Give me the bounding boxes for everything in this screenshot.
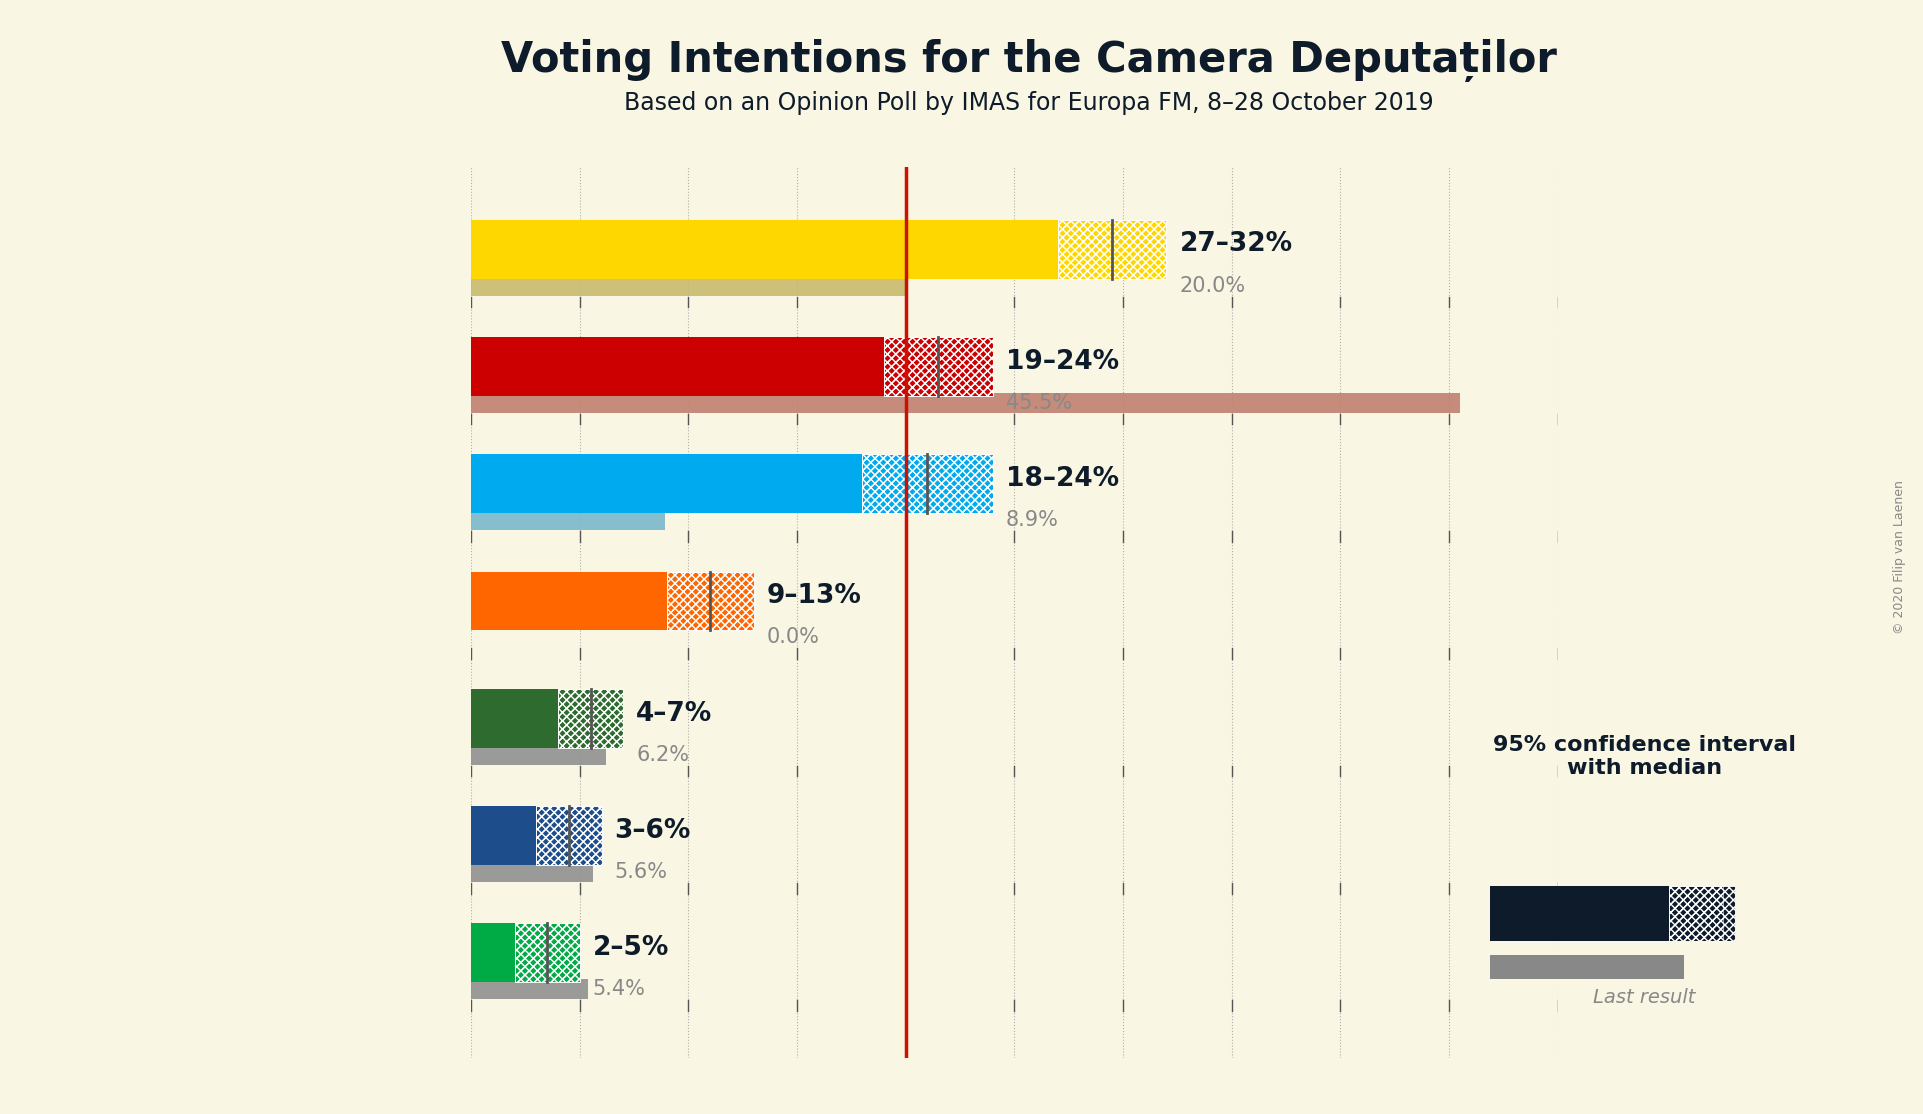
Bar (1490, 955, 1685, 979)
Text: 27–32%: 27–32% (1179, 232, 1292, 257)
Text: Last result: Last result (1592, 988, 1696, 1007)
Bar (667, 571, 754, 631)
Text: 6.2%: 6.2% (637, 744, 688, 764)
Text: 3–6%: 3–6% (615, 818, 690, 843)
Text: 95% confidence interval
with median: 95% confidence interval with median (1492, 735, 1796, 779)
Bar (1669, 886, 1723, 941)
Bar (885, 338, 992, 395)
Bar (558, 688, 623, 747)
Text: 4–7%: 4–7% (637, 701, 713, 726)
Text: Voting Intentions for the Camera Deputaților: Voting Intentions for the Camera Deputaț… (500, 39, 1558, 82)
Bar (471, 275, 906, 295)
Bar (1490, 886, 1669, 941)
Bar (471, 510, 665, 530)
Bar (471, 688, 558, 747)
Bar (471, 807, 537, 864)
Bar (862, 455, 992, 514)
Bar (537, 807, 602, 864)
Bar (1669, 886, 1735, 941)
Bar (471, 862, 592, 882)
Text: 5.6%: 5.6% (615, 862, 667, 882)
Text: © 2020 Filip van Laenen: © 2020 Filip van Laenen (1894, 480, 1906, 634)
Text: 0.0%: 0.0% (767, 627, 819, 647)
Text: 18–24%: 18–24% (1006, 466, 1119, 492)
Bar (558, 688, 623, 747)
Bar (471, 744, 606, 764)
Bar (515, 924, 581, 983)
Text: 5.4%: 5.4% (592, 979, 646, 999)
Text: 19–24%: 19–24% (1006, 349, 1119, 374)
Bar (667, 571, 754, 631)
Text: 20.0%: 20.0% (1179, 275, 1246, 295)
Bar (471, 924, 515, 983)
Text: 9–13%: 9–13% (767, 584, 862, 609)
Bar (471, 219, 1058, 278)
Bar (862, 455, 992, 514)
Bar (1058, 219, 1167, 278)
Text: 2–5%: 2–5% (592, 935, 669, 961)
Bar (885, 338, 992, 395)
Text: 8.9%: 8.9% (1006, 510, 1058, 530)
Bar (1058, 219, 1167, 278)
Bar (471, 338, 885, 395)
Bar (471, 393, 1460, 413)
Bar (537, 807, 602, 864)
Text: Based on an Opinion Poll by IMAS for Europa FM, 8–28 October 2019: Based on an Opinion Poll by IMAS for Eur… (623, 91, 1435, 116)
Text: 45.5%: 45.5% (1006, 393, 1071, 413)
Bar (471, 571, 667, 631)
Bar (471, 979, 588, 999)
Bar (515, 924, 581, 983)
Bar (471, 455, 862, 514)
